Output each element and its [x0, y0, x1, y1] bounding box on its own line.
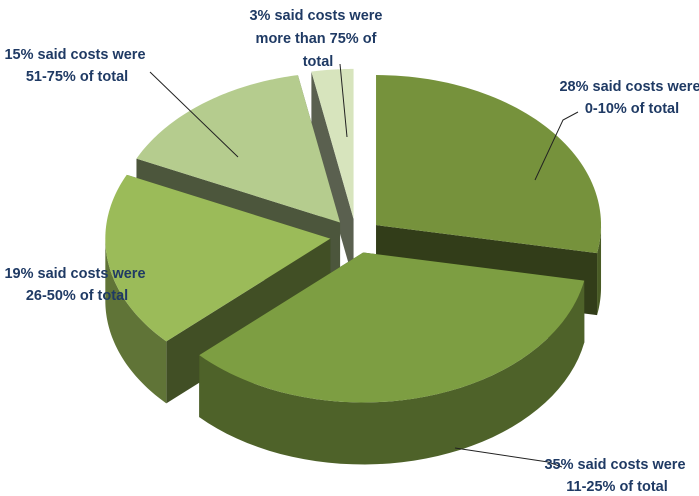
label-slice-2: 19% said costs were 26-50% of total — [4, 266, 149, 304]
slice-1-rim — [199, 280, 585, 465]
slice-0-top — [376, 75, 602, 254]
slice-2-rim — [105, 238, 167, 404]
label-slice-4: 3% said costs were more than 75% of tota… — [249, 8, 386, 70]
label-slice-1: 35% said costs were 11-25% of total — [544, 457, 689, 495]
slice-0-rim — [597, 225, 602, 316]
label-slice-0: 28% said costs were 0-10% of total — [559, 79, 699, 117]
leader-lines — [149, 63, 579, 468]
slice-1-top — [199, 252, 585, 403]
slice-4-top — [311, 68, 354, 219]
leader-line-1 — [454, 447, 563, 468]
slice-2-top — [105, 174, 331, 342]
pie-slices — [105, 68, 602, 465]
slice-4-side-start — [311, 71, 354, 281]
leader-line-2 — [149, 71, 239, 158]
leader-line-0 — [534, 111, 579, 181]
label-slice-3: 15% said costs were 51-75% of total — [4, 47, 149, 85]
slice-3-top — [136, 75, 341, 223]
leader-line-3 — [339, 63, 348, 138]
